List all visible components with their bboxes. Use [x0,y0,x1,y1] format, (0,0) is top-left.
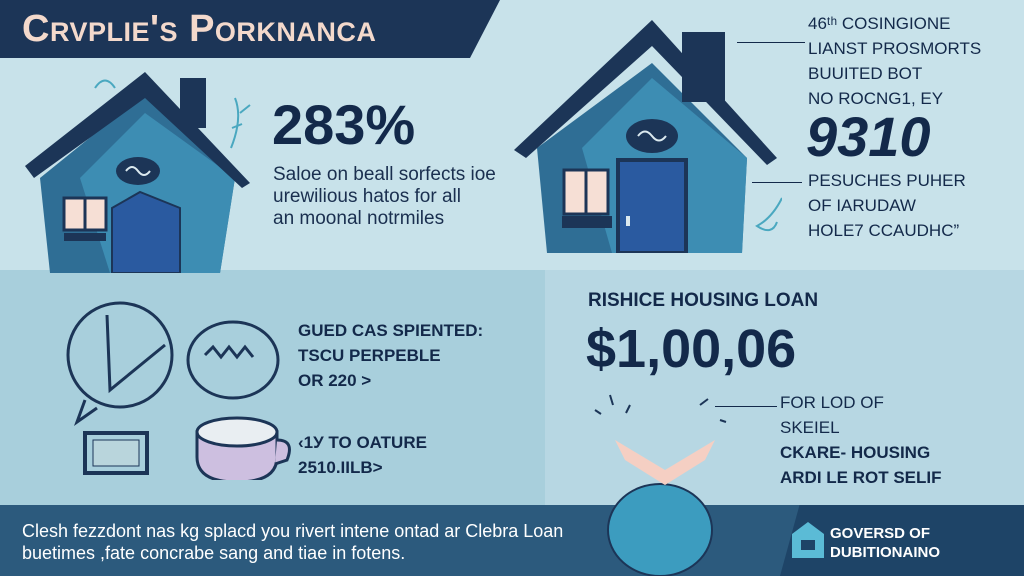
house-left-illustration [25,72,251,273]
lower-left-illustrations [66,301,291,480]
description-line: an moonal notrmiles [273,208,445,229]
text-line: HOLE7 CCAUDHC” [808,221,960,240]
text-line: GUED CAS SPIENTED: [298,321,484,340]
title-banner [0,0,500,58]
text-line: BUUITED BOT [808,64,923,83]
connector-line [752,182,802,183]
text-line: OF IARUDAW [808,196,916,215]
text-line: CKARE- HOUSING [780,443,931,462]
loan-amount: $1,00,06 [586,319,797,379]
text-line: 46ᵗʰ COSINGIONE [808,14,951,33]
plate-icon [186,320,280,400]
lower-left-item1: GUED CAS SPIENTED: TSCU PERPEBLE OR 220 … [298,318,483,393]
text-line: NO ROCNG1, EY [808,89,944,108]
text-line: FOR LOD OF [780,393,884,412]
description-line: urewilious hatos for all [273,186,461,207]
loan-panel [545,270,1024,506]
stat-right-top-text: 46ᵗʰ COSINGIONE LIANST PROSMORTS BUUITED… [808,11,981,111]
page-title: Crvplie's Porknanca [22,8,377,50]
stat-right-bottom-text: PESUCHES PUHER OF IARUDAW HOLE7 CCAUDHC” [808,168,966,243]
broken-piggy-illustration [594,394,727,576]
footer-line: buetimes ,fate concrabe sang and tiae in… [22,543,406,563]
loan-description: FOR LOD OF SKEIEL CKARE- HOUSING ARDI LE… [780,390,942,490]
stat-right-value: 9310 [806,105,931,168]
brand-line: GOVERSD OF [830,525,931,542]
footer-text: Clesh fezzdont nas kg splacd you rivert … [22,520,563,564]
house-right-illustration [514,20,782,253]
text-line: ‹1У TO OATURE [298,433,427,452]
description-line: Saloe on beall sorfects ioe [273,164,496,185]
loan-heading: RISHICE HOUSING LOAN [588,290,819,311]
stat-left-description: Saloe on beall sorfects ioe urewilious h… [273,164,496,230]
house-logo-icon [792,522,824,558]
text-line: SKEIEL [780,418,840,437]
text-line: TSCU PERPEBLE [298,346,441,365]
text-line: ARDI LE ROT SELIF [780,468,942,487]
connector-line [715,406,777,407]
frame-icon [83,431,149,475]
footer-line: Clesh fezzdont nas kg splacd you rivert … [22,521,564,541]
lower-left-item2: ‹1У TO OATURE 2510.IILB> [298,430,427,480]
text-line: LIANST PROSMORTS [808,39,982,58]
connector-line [737,42,805,43]
stat-left-value: 283% [272,93,416,156]
text-line: PESUCHES PUHER [808,171,966,190]
text-line: 2510.IILB> [298,458,383,477]
footer-brand: GOVERSD OF DUBITIONAINO [830,524,940,562]
brand-line: DUBITIONAINO [830,544,940,561]
clock-icon [66,301,174,409]
text-line: OR 220 > [298,371,372,390]
